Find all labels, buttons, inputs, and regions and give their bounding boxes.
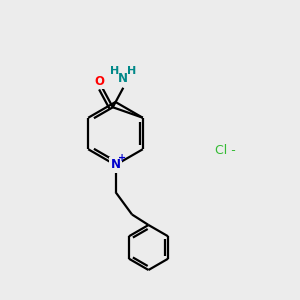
Text: N: N [110,158,121,172]
Text: O: O [94,75,104,88]
Text: H: H [110,66,119,76]
Text: +: + [118,153,126,164]
Text: Cl -: Cl - [214,143,236,157]
Text: H: H [127,66,136,76]
Text: N: N [118,72,128,85]
